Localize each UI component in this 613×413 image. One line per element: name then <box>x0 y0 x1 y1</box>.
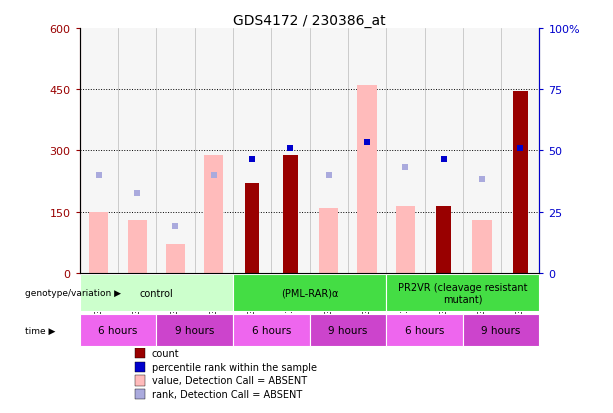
Bar <box>204 155 223 273</box>
Bar <box>135 349 145 358</box>
Bar <box>513 92 528 273</box>
Bar <box>357 86 376 273</box>
Text: value, Detection Call = ABSENT: value, Detection Call = ABSENT <box>152 375 307 385</box>
Text: 9 hours: 9 hours <box>175 325 215 335</box>
Text: 6 hours: 6 hours <box>98 325 138 335</box>
Bar <box>233 29 271 273</box>
Text: control: control <box>139 288 173 298</box>
Text: 9 hours: 9 hours <box>481 325 521 335</box>
Bar <box>501 29 539 273</box>
Bar <box>135 375 145 386</box>
Bar <box>473 220 492 273</box>
Bar <box>424 29 463 273</box>
Bar <box>319 208 338 273</box>
Bar <box>166 244 185 273</box>
Bar <box>271 29 310 273</box>
Bar <box>80 29 118 273</box>
FancyBboxPatch shape <box>233 314 310 347</box>
FancyBboxPatch shape <box>386 274 539 311</box>
Text: genotype/variation ▶: genotype/variation ▶ <box>25 288 121 297</box>
Bar <box>245 184 259 273</box>
Text: time ▶: time ▶ <box>25 326 55 335</box>
Text: count: count <box>152 349 180 358</box>
Bar <box>463 29 501 273</box>
FancyBboxPatch shape <box>310 314 386 347</box>
Bar <box>436 206 451 273</box>
Bar <box>195 29 233 273</box>
Text: 9 hours: 9 hours <box>328 325 368 335</box>
Text: rank, Detection Call = ABSENT: rank, Detection Call = ABSENT <box>152 389 302 399</box>
FancyBboxPatch shape <box>80 314 156 347</box>
Text: percentile rank within the sample: percentile rank within the sample <box>152 362 317 372</box>
Text: (PML-RAR)α: (PML-RAR)α <box>281 288 338 298</box>
Text: 6 hours: 6 hours <box>251 325 291 335</box>
FancyBboxPatch shape <box>80 274 233 311</box>
Bar <box>135 362 145 372</box>
Bar <box>396 206 415 273</box>
Bar <box>310 29 348 273</box>
Bar <box>135 389 145 399</box>
Bar <box>386 29 424 273</box>
Text: 6 hours: 6 hours <box>405 325 444 335</box>
Text: PR2VR (cleavage resistant
mutant): PR2VR (cleavage resistant mutant) <box>398 282 528 304</box>
FancyBboxPatch shape <box>233 274 386 311</box>
Bar <box>156 29 195 273</box>
FancyBboxPatch shape <box>386 314 463 347</box>
FancyBboxPatch shape <box>463 314 539 347</box>
Title: GDS4172 / 230386_at: GDS4172 / 230386_at <box>234 14 386 28</box>
Bar <box>89 212 109 273</box>
Bar <box>283 155 298 273</box>
Bar <box>128 220 147 273</box>
Bar <box>348 29 386 273</box>
Bar <box>118 29 156 273</box>
FancyBboxPatch shape <box>156 314 233 347</box>
